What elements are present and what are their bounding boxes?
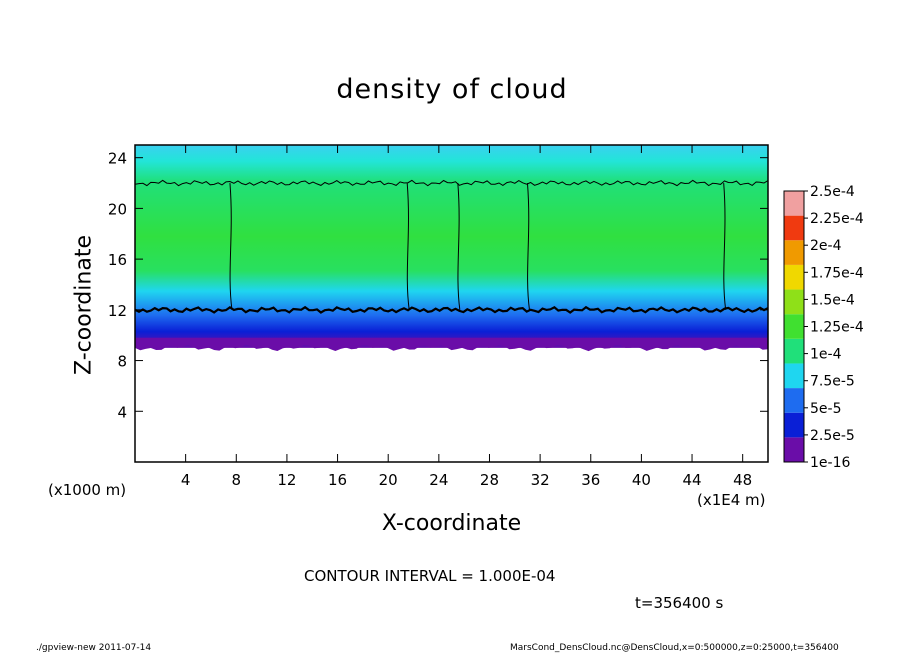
x-tick-label-12: 12 xyxy=(277,471,296,489)
contour-boundary-1 xyxy=(229,183,233,310)
colorbar-label-7: 1.75e-4 xyxy=(810,265,864,281)
cloud-density-field xyxy=(135,145,768,348)
contour-boundary-4 xyxy=(526,183,530,310)
contour-line-2 xyxy=(135,179,768,187)
colorbar-label-2: 5e-5 xyxy=(810,401,841,417)
x-tick-label-48: 48 xyxy=(733,471,752,489)
x-tick-label-44: 44 xyxy=(682,471,701,489)
chart-title: density of cloud xyxy=(336,74,568,105)
plot-frame xyxy=(134,144,769,463)
y-tick-label-16: 16 xyxy=(108,251,127,269)
y-axis-unit: (x1000 m) xyxy=(48,481,127,499)
contour-boundary-2 xyxy=(406,183,410,310)
colorbar-segment-5 xyxy=(784,338,804,364)
x-axis-unit: (x1E4 m) xyxy=(697,491,766,509)
x-tick-label-24: 24 xyxy=(429,471,448,489)
x-tick-label-36: 36 xyxy=(581,471,600,489)
contour-boundary-3 xyxy=(457,183,461,310)
colorbar-label-0: 1e-16 xyxy=(810,455,850,471)
colorbar-segment-3 xyxy=(784,388,804,413)
y-tick-label-12: 12 xyxy=(108,302,127,320)
x-tick-label-40: 40 xyxy=(632,471,651,489)
colorbar-label-5: 1.25e-4 xyxy=(810,320,864,336)
x-tick-label-16: 16 xyxy=(328,471,347,489)
x-axis-label: X-coordinate xyxy=(381,511,522,536)
colorbar-segment-2 xyxy=(784,412,804,438)
x-tick-label-8: 8 xyxy=(232,471,242,489)
colorbar-segment-4 xyxy=(784,363,804,389)
y-axis-label: Z-coordinate xyxy=(71,235,97,375)
x-tick-label-32: 32 xyxy=(531,471,550,489)
colorbar-segment-11 xyxy=(784,191,804,216)
contour-boundary-5 xyxy=(723,183,727,310)
colorbar-segment-9 xyxy=(784,240,804,265)
time-label: t=356400 s xyxy=(635,594,724,612)
y-tick-label-20: 20 xyxy=(108,200,127,218)
colorbar-label-9: 2.25e-4 xyxy=(810,211,864,227)
x-tick-label-20: 20 xyxy=(379,471,398,489)
y-tick-label-4: 4 xyxy=(117,403,127,421)
x-tick-label-4: 4 xyxy=(181,471,191,489)
colorbar-label-6: 1.5e-4 xyxy=(810,292,855,308)
x-tick-label-28: 28 xyxy=(480,471,499,489)
y-tick-label-8: 8 xyxy=(117,353,127,371)
y-tick-label-24: 24 xyxy=(108,150,127,168)
colorbar-label-4: 1e-4 xyxy=(810,347,842,363)
colorbar-label-8: 2e-4 xyxy=(810,238,842,254)
colorbar-label-10: 2.5e-4 xyxy=(810,184,855,200)
contour-line-1 xyxy=(135,305,768,314)
cloud-base-fringe xyxy=(135,337,768,352)
colorbar-segment-7 xyxy=(784,289,804,315)
colorbar-label-1: 2.5e-5 xyxy=(810,428,855,444)
contour-interval-label: CONTOUR INTERVAL = 1.000E-04 xyxy=(304,567,556,585)
colorbar-label-3: 7.5e-5 xyxy=(810,374,855,390)
colorbar-segment-8 xyxy=(784,264,804,290)
colorbar-segment-1 xyxy=(784,437,804,462)
footer-source: MarsCond_DensCloud.nc@DensCloud,x=0:5000… xyxy=(510,643,839,653)
footer-program: ./gpview-new 2011-07-14 xyxy=(36,643,152,653)
colorbar-segment-6 xyxy=(784,314,804,339)
colorbar-segment-10 xyxy=(784,215,804,241)
